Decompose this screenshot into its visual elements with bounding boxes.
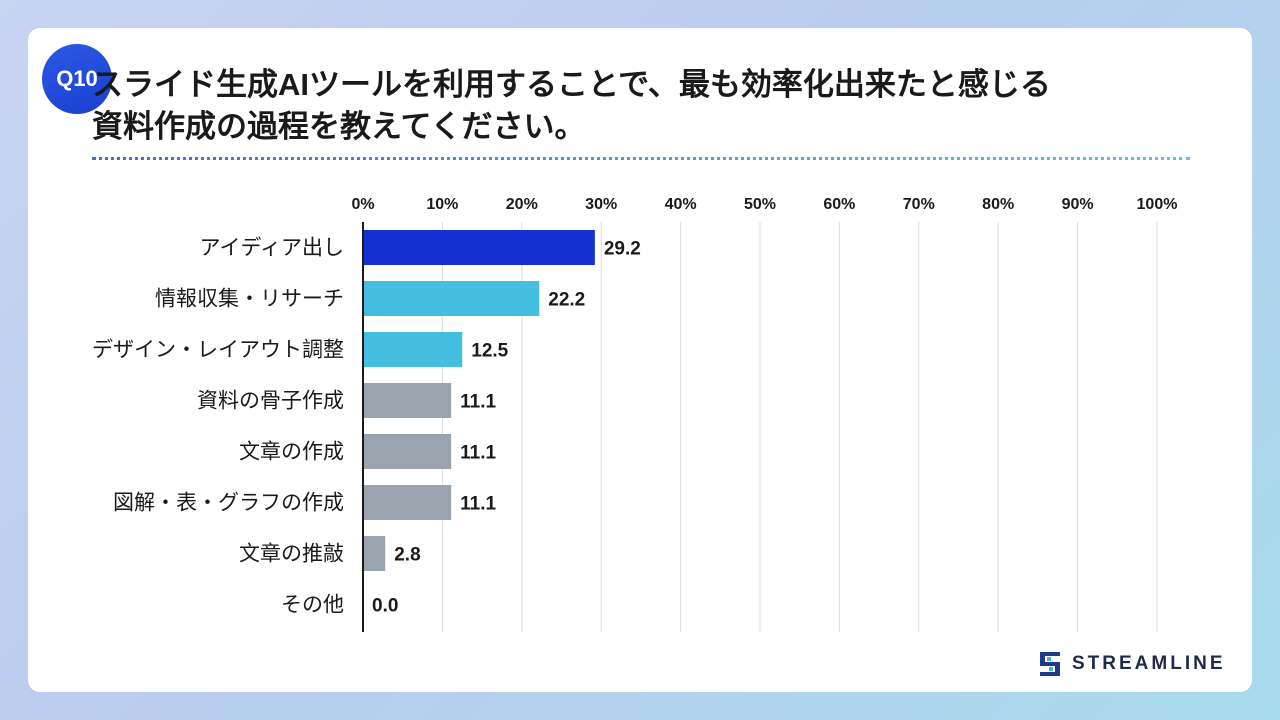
bar [363,230,595,265]
title-divider [92,157,1190,160]
data-label: 2.8 [394,545,420,566]
category-label: 資料の骨子作成 [197,390,344,413]
x-tick-label: 30% [585,196,617,213]
title-line-2: 資料作成の過程を教えてください。 [92,109,586,144]
content-card: Q10 [28,28,1252,692]
bar [363,536,386,571]
data-label: 11.1 [460,392,496,413]
brand-logo: STREAMLINE [1040,652,1226,676]
category-label: 図解・表・グラフの作成 [113,492,344,515]
data-label: 29.2 [604,239,641,260]
x-tick-label: 20% [506,196,538,213]
x-tick-label: 100% [1137,196,1178,213]
data-label: 22.2 [548,290,585,311]
bar [363,281,540,316]
bar [363,434,452,469]
category-label: 文章の作成 [239,441,344,464]
category-label: 情報収集・リサーチ [155,288,344,311]
data-label: 0.0 [372,596,398,617]
x-tick-label: 80% [982,196,1014,213]
page-title: スライド生成AIツールを利用することで、最も効率化出来たと感じる 資料作成の過程… [92,64,1192,148]
data-label: 12.5 [471,341,508,362]
question-badge: Q10 [42,44,112,114]
category-label: 文章の推敲 [239,543,344,566]
category-label: その他 [281,594,344,617]
title-line-1: スライド生成AIツールを利用することで、最も効率化出来たと感じる [92,67,1051,102]
x-tick-label: 10% [426,196,458,213]
bar [363,383,452,418]
x-tick-label: 50% [744,196,776,213]
category-label: アイディア出し [200,237,344,260]
category-label: デザイン・レイアウト調整 [92,339,344,362]
data-label: 11.1 [460,443,496,464]
data-label: 11.1 [460,494,496,515]
x-tick-label: 60% [823,196,855,213]
x-tick-label: 40% [665,196,697,213]
x-tick-label: 0% [351,196,374,213]
x-tick-label: 70% [903,196,935,213]
x-tick-label: 90% [1062,196,1094,213]
bar [363,332,463,367]
brand-name: STREAMLINE [1072,653,1226,674]
streamline-logo-icon [1040,652,1060,676]
bar [363,485,452,520]
